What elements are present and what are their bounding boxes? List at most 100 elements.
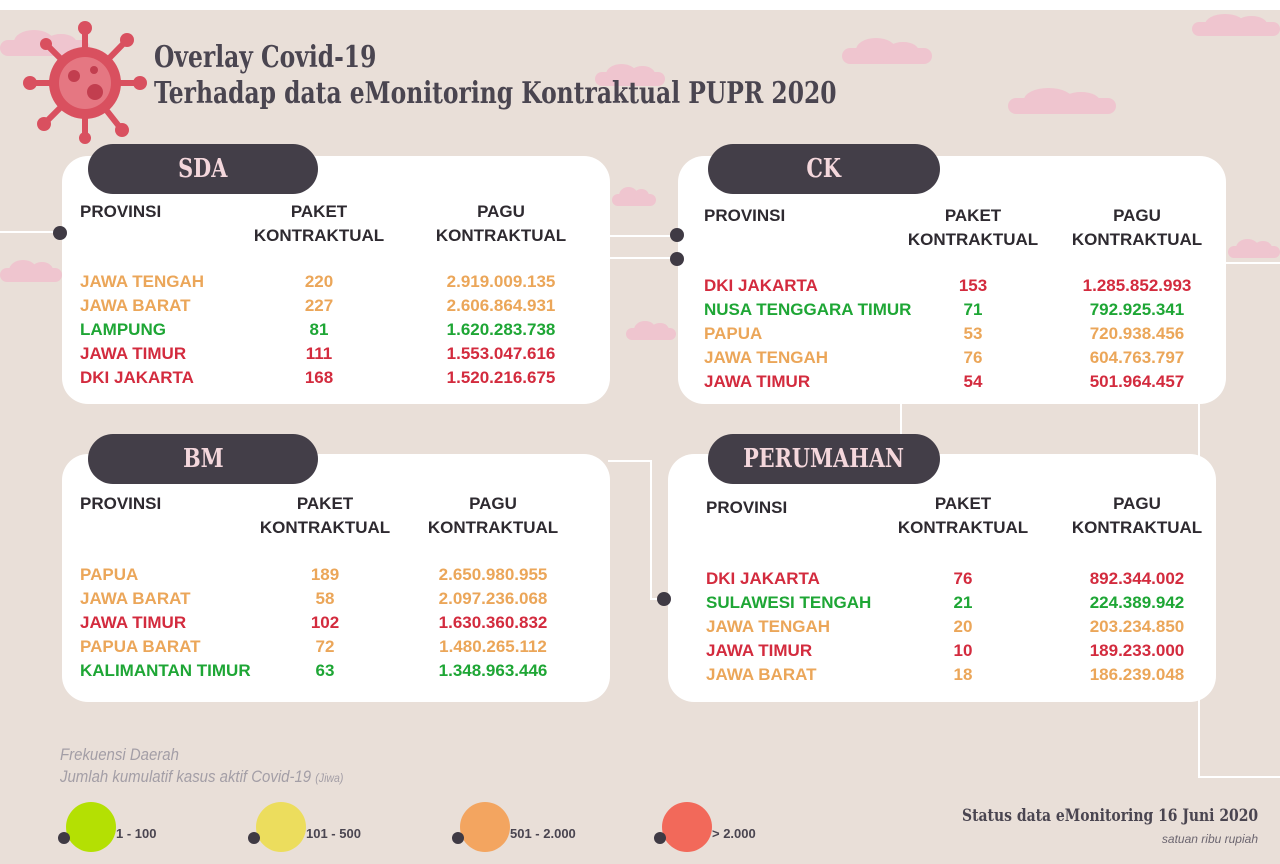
cell-pagu: 1.348.963.446 bbox=[438, 661, 548, 680]
tab-sda-label: SDA bbox=[178, 154, 228, 184]
cell-provinsi: DKI JAKARTA bbox=[80, 368, 194, 387]
cell-pagu: 604.763.797 bbox=[1089, 348, 1185, 367]
legend-dot bbox=[248, 832, 260, 844]
cell-pagu: 2.650.980.955 bbox=[438, 565, 548, 584]
header-pagu: PAGU KONTRAKTUAL bbox=[1071, 206, 1203, 249]
legend-title: Frekuensi Daerah Jumlah kumulatif kasus … bbox=[60, 744, 343, 789]
cloud-decoration bbox=[1228, 238, 1280, 258]
legend-label: 101 - 500 bbox=[306, 826, 361, 841]
connector-dot bbox=[53, 226, 67, 240]
cell-pagu: 892.344.002 bbox=[1089, 569, 1185, 588]
header-provinsi: PROVINSI bbox=[704, 206, 786, 225]
panel-bm bbox=[62, 454, 610, 702]
header-pagu: PAGU KONTRAKTUAL bbox=[1071, 494, 1203, 537]
cell-provinsi: JAWA BARAT bbox=[706, 665, 817, 684]
cell-paket: 53 bbox=[963, 324, 983, 343]
connector-line bbox=[608, 460, 652, 462]
panel-sda bbox=[62, 156, 610, 404]
cell-provinsi: DKI JAKARTA bbox=[706, 569, 820, 588]
legend-circle bbox=[460, 802, 510, 852]
cell-pagu: 2.097.236.068 bbox=[438, 589, 548, 608]
cell-provinsi: DKI JAKARTA bbox=[704, 276, 818, 295]
cell-pagu: 1.553.047.616 bbox=[446, 344, 556, 363]
cell-provinsi: LAMPUNG bbox=[80, 320, 166, 339]
cell-provinsi: JAWA TIMUR bbox=[706, 641, 813, 660]
cell-provinsi: JAWA TENGAH bbox=[706, 617, 831, 636]
cell-pagu: 1.630.360.832 bbox=[438, 613, 548, 632]
cloud-decoration bbox=[842, 38, 932, 64]
tab-bm-label: BM bbox=[182, 444, 224, 474]
top-bar bbox=[0, 0, 1280, 10]
cloud-decoration bbox=[0, 30, 90, 56]
connector-line bbox=[0, 231, 62, 233]
cell-pagu: 224.389.942 bbox=[1089, 593, 1185, 612]
cell-paket: 18 bbox=[953, 665, 973, 684]
cell-provinsi: JAWA TIMUR bbox=[704, 372, 811, 391]
connector-dot bbox=[670, 228, 684, 242]
cell-paket: 220 bbox=[304, 272, 334, 291]
cell-paket: 153 bbox=[958, 276, 988, 295]
cell-provinsi: JAWA BARAT bbox=[80, 296, 191, 315]
cell-paket: 58 bbox=[315, 589, 335, 608]
unit-note: satuan ribu rupiah bbox=[1161, 832, 1258, 846]
legend-label: > 2.000 bbox=[712, 826, 756, 841]
header-provinsi: PROVINSI bbox=[80, 494, 162, 513]
connector-dot bbox=[657, 592, 671, 606]
cell-paket: 63 bbox=[315, 661, 335, 680]
cell-pagu: 2.919.009.135 bbox=[446, 272, 556, 291]
header-paket: PAKET KONTRAKTUAL bbox=[907, 206, 1039, 249]
panel-ck bbox=[678, 156, 1226, 404]
panel-perumahan bbox=[668, 454, 1216, 702]
cell-pagu: 720.938.456 bbox=[1089, 324, 1185, 343]
cloud-decoration bbox=[595, 63, 665, 86]
cloud-decoration bbox=[612, 186, 656, 206]
cell-pagu: 1.285.852.993 bbox=[1082, 276, 1192, 295]
cell-provinsi: KALIMANTAN TIMUR bbox=[80, 661, 251, 680]
cell-paket: 20 bbox=[953, 617, 973, 636]
tab-bm: BM bbox=[88, 434, 318, 484]
cell-paket: 81 bbox=[309, 320, 329, 339]
cell-provinsi: JAWA TIMUR bbox=[80, 613, 187, 632]
connector-line bbox=[1198, 776, 1280, 778]
cell-provinsi: PAPUA BARAT bbox=[80, 637, 201, 656]
connector-line bbox=[608, 257, 678, 259]
virus-icon bbox=[23, 21, 147, 144]
cell-pagu: 792.925.341 bbox=[1089, 300, 1185, 319]
cell-provinsi: PAPUA bbox=[704, 324, 763, 343]
legend-dot bbox=[58, 832, 70, 844]
tab-sda: SDA bbox=[88, 144, 318, 194]
cell-paket: 21 bbox=[953, 593, 973, 612]
connector-line bbox=[900, 402, 902, 438]
header-pagu: PAGU KONTRAKTUAL bbox=[427, 494, 559, 537]
legend-circle bbox=[66, 802, 116, 852]
connector-line bbox=[1226, 262, 1280, 264]
cell-provinsi: SULAWESI TENGAH bbox=[706, 593, 872, 612]
header-paket: PAKET KONTRAKTUAL bbox=[253, 202, 385, 245]
header-pagu: PAGU KONTRAKTUAL bbox=[435, 202, 567, 245]
header-provinsi: PROVINSI bbox=[80, 202, 162, 221]
cell-provinsi: JAWA TIMUR bbox=[80, 344, 187, 363]
header-paket: PAKET KONTRAKTUAL bbox=[897, 494, 1029, 537]
cell-paket: 111 bbox=[305, 344, 333, 363]
title-line-2: Terhadap data eMonitoring Kontraktual PU… bbox=[154, 76, 837, 111]
status-text: Status data eMonitoring 16 Juni 2020 bbox=[961, 806, 1258, 826]
connector-line bbox=[650, 460, 652, 600]
connector-dot bbox=[670, 252, 684, 266]
legend-circle bbox=[256, 802, 306, 852]
cloud-decoration bbox=[1192, 13, 1280, 36]
cell-paket: 189 bbox=[310, 565, 340, 584]
legend-title-line-1: Frekuensi Daerah bbox=[60, 745, 179, 764]
cell-paket: 72 bbox=[315, 637, 335, 656]
cell-paket: 76 bbox=[953, 569, 973, 588]
legend-title-unit: (Jiwa) bbox=[315, 771, 344, 785]
cell-pagu: 189.233.000 bbox=[1089, 641, 1185, 660]
legend-circle bbox=[662, 802, 712, 852]
tab-perumahan: PERUMAHAN bbox=[708, 434, 940, 484]
cell-pagu: 501.964.457 bbox=[1089, 372, 1185, 391]
cell-pagu: 2.606.864.931 bbox=[446, 296, 556, 315]
cell-paket: 102 bbox=[310, 613, 340, 632]
cell-pagu: 1.520.216.675 bbox=[446, 368, 556, 387]
header-provinsi: PROVINSI bbox=[706, 498, 788, 517]
legend-label: 1 - 100 bbox=[116, 826, 157, 841]
cell-provinsi: JAWA TENGAH bbox=[704, 348, 829, 367]
